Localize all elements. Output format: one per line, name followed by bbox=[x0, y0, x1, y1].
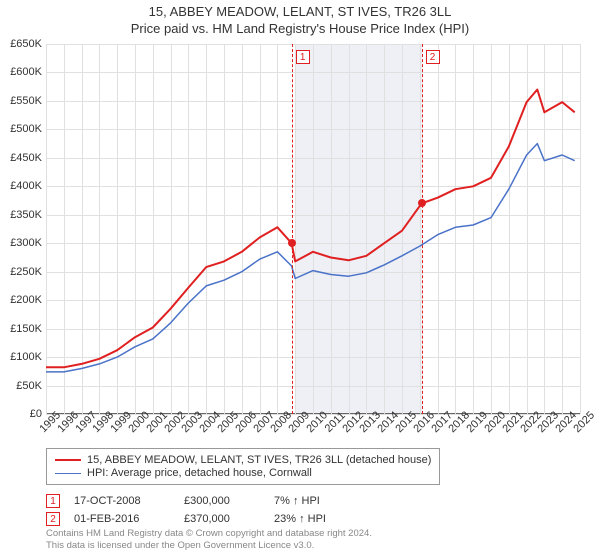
y-tick-label: £100K bbox=[10, 351, 42, 363]
sales-row-1: 1 17-OCT-2008 £300,000 7% ↑ HPI bbox=[46, 492, 374, 510]
sale-1-delta: 7% ↑ HPI bbox=[274, 495, 374, 507]
y-tick-label: £550K bbox=[10, 95, 42, 107]
sale-flag-1: 1 bbox=[296, 50, 310, 64]
attribution-line2: This data is licensed under the Open Gov… bbox=[46, 540, 372, 552]
sale-2-price: £370,000 bbox=[184, 513, 274, 525]
y-tick-label: £600K bbox=[10, 66, 42, 78]
sale-vline-1 bbox=[292, 44, 293, 414]
sale-marker-2-icon: 2 bbox=[46, 512, 60, 526]
legend-swatch-hpi bbox=[55, 473, 81, 474]
series-svg bbox=[46, 44, 580, 414]
y-tick-label: £300K bbox=[10, 237, 42, 249]
series-line-property bbox=[46, 90, 575, 368]
y-tick-label: £650K bbox=[10, 38, 42, 50]
y-tick-label: £50K bbox=[16, 380, 42, 392]
sale-dot-2 bbox=[418, 199, 426, 207]
plot-area: 12 bbox=[46, 44, 580, 414]
chart-container: 15, ABBEY MEADOW, LELANT, ST IVES, TR26 … bbox=[0, 0, 600, 560]
sale-dot-1 bbox=[288, 239, 296, 247]
sales-table: 1 17-OCT-2008 £300,000 7% ↑ HPI 2 01-FEB… bbox=[46, 492, 374, 528]
sale-flag-2: 2 bbox=[426, 50, 440, 64]
y-tick-label: £500K bbox=[10, 123, 42, 135]
gridline-v bbox=[580, 44, 581, 414]
x-axis: 1995199619971998199920002001200220032004… bbox=[46, 414, 580, 438]
legend-row-hpi: HPI: Average price, detached house, Corn… bbox=[55, 467, 431, 479]
legend-label-hpi: HPI: Average price, detached house, Corn… bbox=[87, 467, 312, 479]
y-tick-label: £150K bbox=[10, 323, 42, 335]
title-block: 15, ABBEY MEADOW, LELANT, ST IVES, TR26 … bbox=[0, 0, 600, 38]
title-line1: 15, ABBEY MEADOW, LELANT, ST IVES, TR26 … bbox=[0, 4, 600, 19]
y-tick-label: £200K bbox=[10, 294, 42, 306]
sale-2-delta: 23% ↑ HPI bbox=[274, 513, 374, 525]
sale-1-date: 17-OCT-2008 bbox=[74, 495, 184, 507]
attribution: Contains HM Land Registry data © Crown c… bbox=[46, 528, 372, 552]
y-tick-label: £450K bbox=[10, 152, 42, 164]
attribution-line1: Contains HM Land Registry data © Crown c… bbox=[46, 528, 372, 540]
sale-1-price: £300,000 bbox=[184, 495, 274, 507]
legend-swatch-property bbox=[55, 459, 81, 461]
series-line-hpi bbox=[46, 144, 575, 372]
legend: 15, ABBEY MEADOW, LELANT, ST IVES, TR26 … bbox=[46, 448, 440, 485]
legend-label-property: 15, ABBEY MEADOW, LELANT, ST IVES, TR26 … bbox=[87, 454, 431, 466]
sale-vline-2 bbox=[422, 44, 423, 414]
y-axis: £0£50K£100K£150K£200K£250K£300K£350K£400… bbox=[0, 44, 46, 414]
sale-2-date: 01-FEB-2016 bbox=[74, 513, 184, 525]
y-tick-label: £250K bbox=[10, 266, 42, 278]
sale-marker-1-icon: 1 bbox=[46, 494, 60, 508]
sales-row-2: 2 01-FEB-2016 £370,000 23% ↑ HPI bbox=[46, 510, 374, 528]
y-tick-label: £400K bbox=[10, 180, 42, 192]
y-tick-label: £0 bbox=[30, 408, 42, 420]
title-line2: Price paid vs. HM Land Registry's House … bbox=[0, 21, 600, 36]
y-tick-label: £350K bbox=[10, 209, 42, 221]
legend-row-property: 15, ABBEY MEADOW, LELANT, ST IVES, TR26 … bbox=[55, 454, 431, 466]
